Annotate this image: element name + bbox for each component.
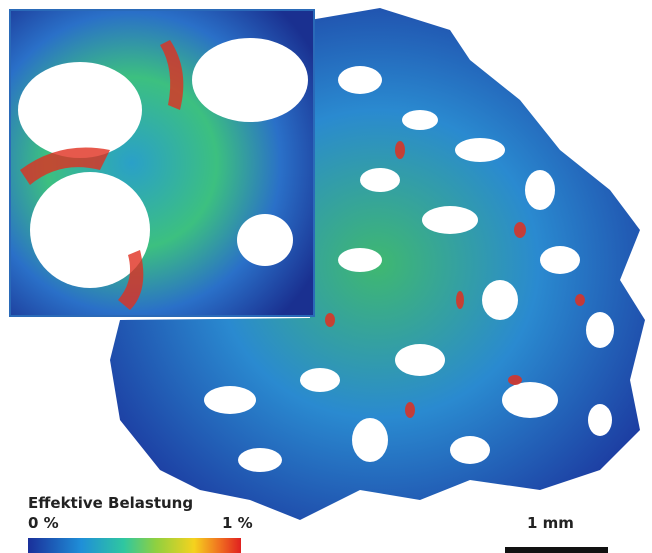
legend-max-label: 1 %	[222, 514, 253, 532]
legend-min-label: 0 %	[28, 514, 59, 532]
scale-bar-label: 1 mm	[527, 514, 574, 532]
colorbar	[28, 538, 241, 553]
figure: Effektive Belastung 0 % 1 % 1 mm	[0, 0, 652, 553]
legend-title: Effektive Belastung	[28, 494, 193, 512]
inset-zoom	[10, 10, 314, 316]
scale-bar	[505, 547, 608, 553]
